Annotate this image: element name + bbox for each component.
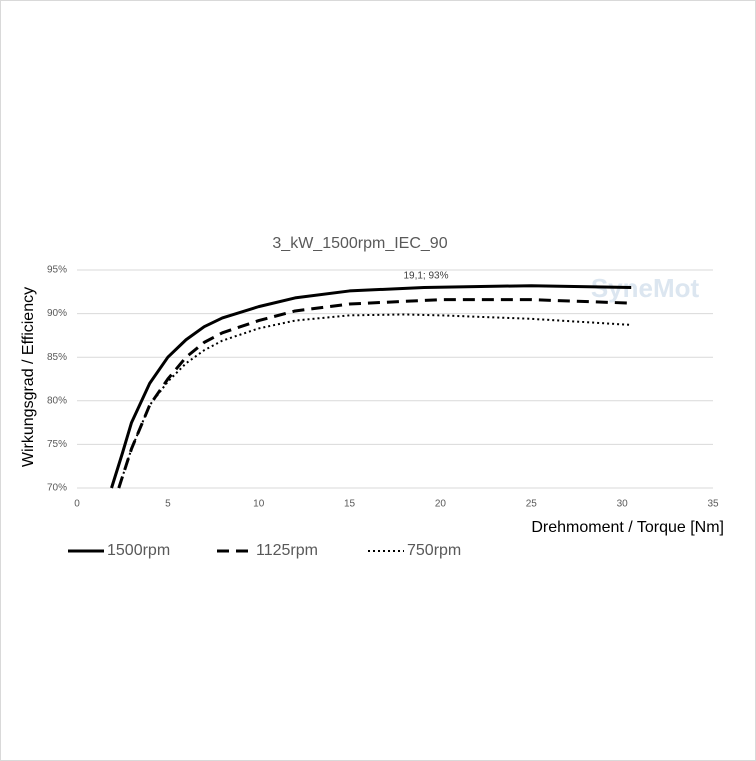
y-tick-label: 75%	[47, 439, 67, 450]
line	[117, 298, 632, 489]
x-tick-label: 25	[526, 499, 538, 510]
x-tick-label: 15	[344, 499, 356, 510]
legend-label: 1500rpm	[107, 542, 170, 559]
y-tick-label: 90%	[47, 308, 67, 319]
legend-label: 750rpm	[407, 542, 461, 559]
y-tick-label: 80%	[47, 395, 67, 406]
annotation: 19,1; 93%	[403, 271, 448, 282]
line	[110, 284, 632, 489]
x-tick-label: 35	[707, 499, 719, 510]
legend-label: 1125rpm	[256, 542, 318, 559]
x-tick-label: 0	[74, 499, 80, 510]
x-axis-label: Drehmoment / Torque [Nm]	[531, 519, 724, 536]
y-tick-label: 70%	[47, 483, 67, 494]
x-tick-label: 5	[165, 499, 171, 510]
chart-title: 3_kW_1500rpm_IEC_90	[272, 235, 447, 252]
x-tick-label: 30	[617, 499, 629, 510]
y-tick-label: 85%	[47, 352, 67, 363]
y-axis-label: Wirkungsgrad / Efficiency	[20, 287, 37, 467]
line	[117, 313, 632, 489]
x-tick-label: 10	[253, 499, 265, 510]
x-tick-label: 20	[435, 499, 447, 510]
y-tick-label: 95%	[47, 265, 67, 276]
